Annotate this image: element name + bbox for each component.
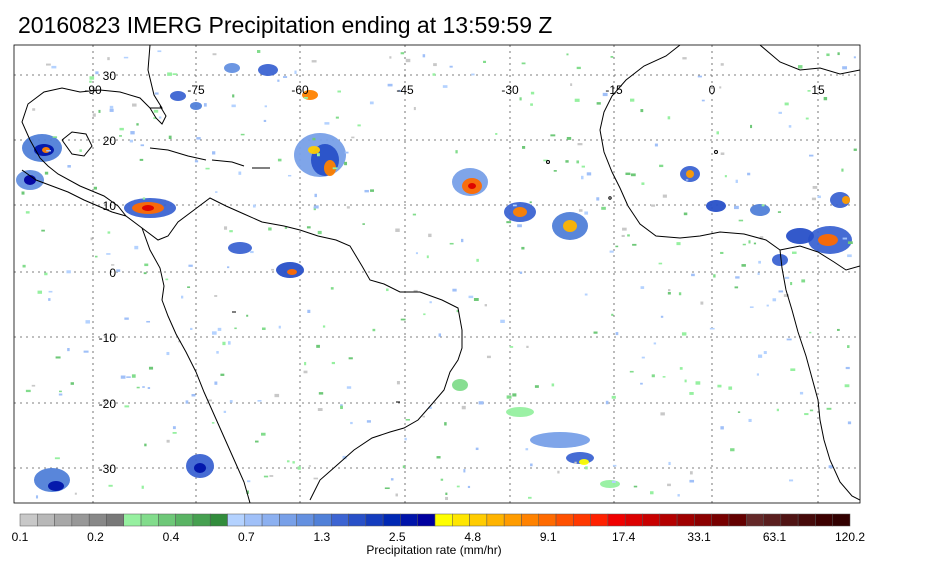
lat-label: -20 (99, 397, 117, 411)
lon-label: -75 (187, 83, 205, 97)
colorbar-swatch (244, 513, 263, 527)
colorbar-swatch (452, 513, 470, 527)
colorbar-swatch (659, 513, 678, 527)
colorbar-swatch (780, 513, 799, 527)
colorbar-swatch (37, 513, 55, 527)
colorbar-swatch (19, 513, 38, 527)
colorbar-swatch (365, 513, 384, 527)
colorbar-swatch (140, 513, 159, 527)
lon-label: 0 (709, 83, 716, 97)
colorbar-swatch (694, 513, 712, 527)
lon-label: -15 (605, 83, 623, 97)
longitude-labels: -90 -75 -60 -45 -30 -15 0 15 (84, 83, 825, 97)
coastline-outline (21, 45, 860, 503)
colorbar-tick-label: 0.4 (162, 530, 180, 544)
colorbar-swatch (711, 513, 730, 527)
colorbar-swatch (676, 513, 695, 527)
colorbar-swatch (348, 513, 367, 527)
colorbar-swatch (417, 513, 436, 527)
colorbar-swatch (279, 513, 297, 527)
precipitation-field (16, 50, 857, 501)
colorbar-tick-label: 33.1 (687, 530, 711, 544)
colorbar-swatch (797, 513, 816, 527)
colorbar-swatch (815, 513, 833, 527)
colorbar-swatch (521, 513, 539, 527)
colorbar-swatch (642, 513, 661, 527)
colorbar-tick-label: 4.8 (464, 530, 482, 544)
map-frame (13, 44, 861, 504)
lon-label: -30 (501, 83, 519, 97)
lat-label: 20 (103, 134, 117, 148)
lat-label: -10 (99, 331, 117, 345)
lat-label: -30 (99, 462, 117, 476)
colorbar-swatch (175, 513, 194, 527)
colorbar-swatch (486, 513, 505, 527)
lon-label: 15 (811, 83, 825, 97)
colorbar-swatch (106, 513, 125, 527)
colorbar-tick-labels: 0.1 0.2 0.4 0.7 1.3 2.5 4.8 9.1 17.4 33.1 63.1 120.… (0, 530, 944, 548)
lon-label: -60 (291, 83, 309, 97)
colorbar-tick-label: 63.1 (762, 530, 787, 544)
lat-label: 10 (103, 199, 117, 213)
colorbar-tick-label: 9.1 (539, 530, 557, 544)
colorbar-swatch (538, 513, 557, 527)
colorbar-tick-label: 2.5 (388, 530, 406, 544)
colorbar-swatch (590, 513, 609, 527)
colorbar-tick-label: 120.2 (834, 530, 866, 544)
colorbar-tick-label: 17.4 (611, 530, 636, 544)
colorbar (19, 513, 851, 527)
colorbar-swatch (469, 513, 488, 527)
colorbar-swatch (728, 513, 747, 527)
colorbar-swatch (313, 513, 332, 527)
colorbar-swatch (123, 513, 142, 527)
colorbar-swatch (54, 513, 73, 527)
colorbar-swatch (832, 513, 851, 527)
colorbar-swatch (158, 513, 176, 527)
lat-label: 0 (109, 266, 116, 280)
colorbar-swatch (382, 513, 401, 527)
lon-label: -45 (396, 83, 414, 97)
colorbar-swatch (88, 513, 107, 527)
chart-title: 20160823 IMERG Precipitation ending at 1… (18, 12, 553, 38)
colorbar-swatch (227, 513, 246, 527)
colorbar-swatch (573, 513, 591, 527)
colorbar-swatch (763, 513, 782, 527)
colorbar-swatch (624, 513, 643, 527)
colorbar-tick-label: 0.2 (87, 530, 104, 544)
colorbar-swatch (607, 513, 626, 527)
colorbar-swatch (503, 513, 522, 527)
colorbar-title: Precipitation rate (mm/hr) (366, 543, 502, 557)
colorbar-swatch (555, 513, 574, 527)
colorbar-swatch (331, 513, 349, 527)
colorbar-tick-label: 0.7 (238, 530, 255, 544)
colorbar-swatch (71, 513, 90, 527)
lon-label: -90 (84, 83, 102, 97)
colorbar-tick-label: 1.3 (313, 530, 331, 544)
colorbar-swatch (296, 513, 315, 527)
latitude-labels: 30 20 10 0 -10 -20 -30 (99, 69, 117, 476)
colorbar-swatch (192, 513, 211, 527)
colorbar-swatch (434, 513, 453, 527)
lat-label: 30 (103, 69, 117, 83)
colorbar-swatch (746, 513, 764, 527)
colorbar-swatch (209, 513, 228, 527)
colorbar-swatch (261, 513, 280, 527)
colorbar-tick-label: 0.1 (11, 530, 29, 544)
colorbar-swatch (400, 513, 418, 527)
